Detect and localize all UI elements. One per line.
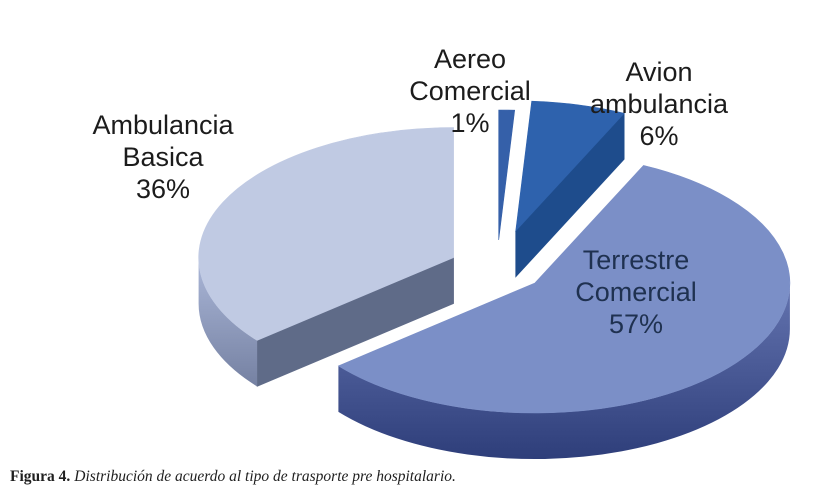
pie-slice-terrestre-comercial-top bbox=[337, 165, 791, 414]
figure-caption-number: Figura 4. bbox=[10, 468, 71, 485]
pie-slice-terrestre-comercial-rim bbox=[338, 283, 790, 460]
pie-slice-ambulancia-basica-top bbox=[198, 127, 454, 341]
slice-label-ambulancia-basica: Ambulancia Basica 36% bbox=[92, 109, 233, 205]
figure-caption-text: Distribución de acuerdo al tipo de trasp… bbox=[74, 468, 456, 485]
slice-label-line: Terrestre bbox=[582, 245, 690, 275]
slice-label-value: 1% bbox=[450, 108, 490, 138]
slice-label-avion-ambulancia: Avion ambulancia 6% bbox=[590, 56, 728, 152]
slice-label-line: Comercial bbox=[409, 76, 531, 106]
slice-label-line: Comercial bbox=[575, 277, 697, 307]
slice-label-line: Avion bbox=[625, 57, 693, 87]
slice-label-value: 57% bbox=[608, 309, 664, 339]
pie-slice-ambulancia-basica-rim bbox=[198, 257, 258, 387]
slice-label-line: Aereo bbox=[433, 44, 507, 74]
slice-label-terrestre-comercial: Terrestre Comercial 57% bbox=[575, 244, 697, 340]
slice-label-line: ambulancia bbox=[589, 89, 729, 119]
slice-label-value: 6% bbox=[639, 121, 679, 151]
slice-label-line: Ambulancia bbox=[92, 110, 234, 140]
slice-label-value: 36% bbox=[135, 174, 191, 204]
figure-caption: Figura 4. Distribución de acuerdo al tipo… bbox=[10, 468, 456, 486]
pie-slice-avion-ambulancia-top bbox=[515, 100, 625, 232]
slice-label-line: Basica bbox=[122, 142, 204, 172]
slice-label-aereo-comercial: Aereo Comercial 1% bbox=[409, 43, 531, 139]
pie-slice-aereo-comercial-top bbox=[498, 109, 516, 241]
